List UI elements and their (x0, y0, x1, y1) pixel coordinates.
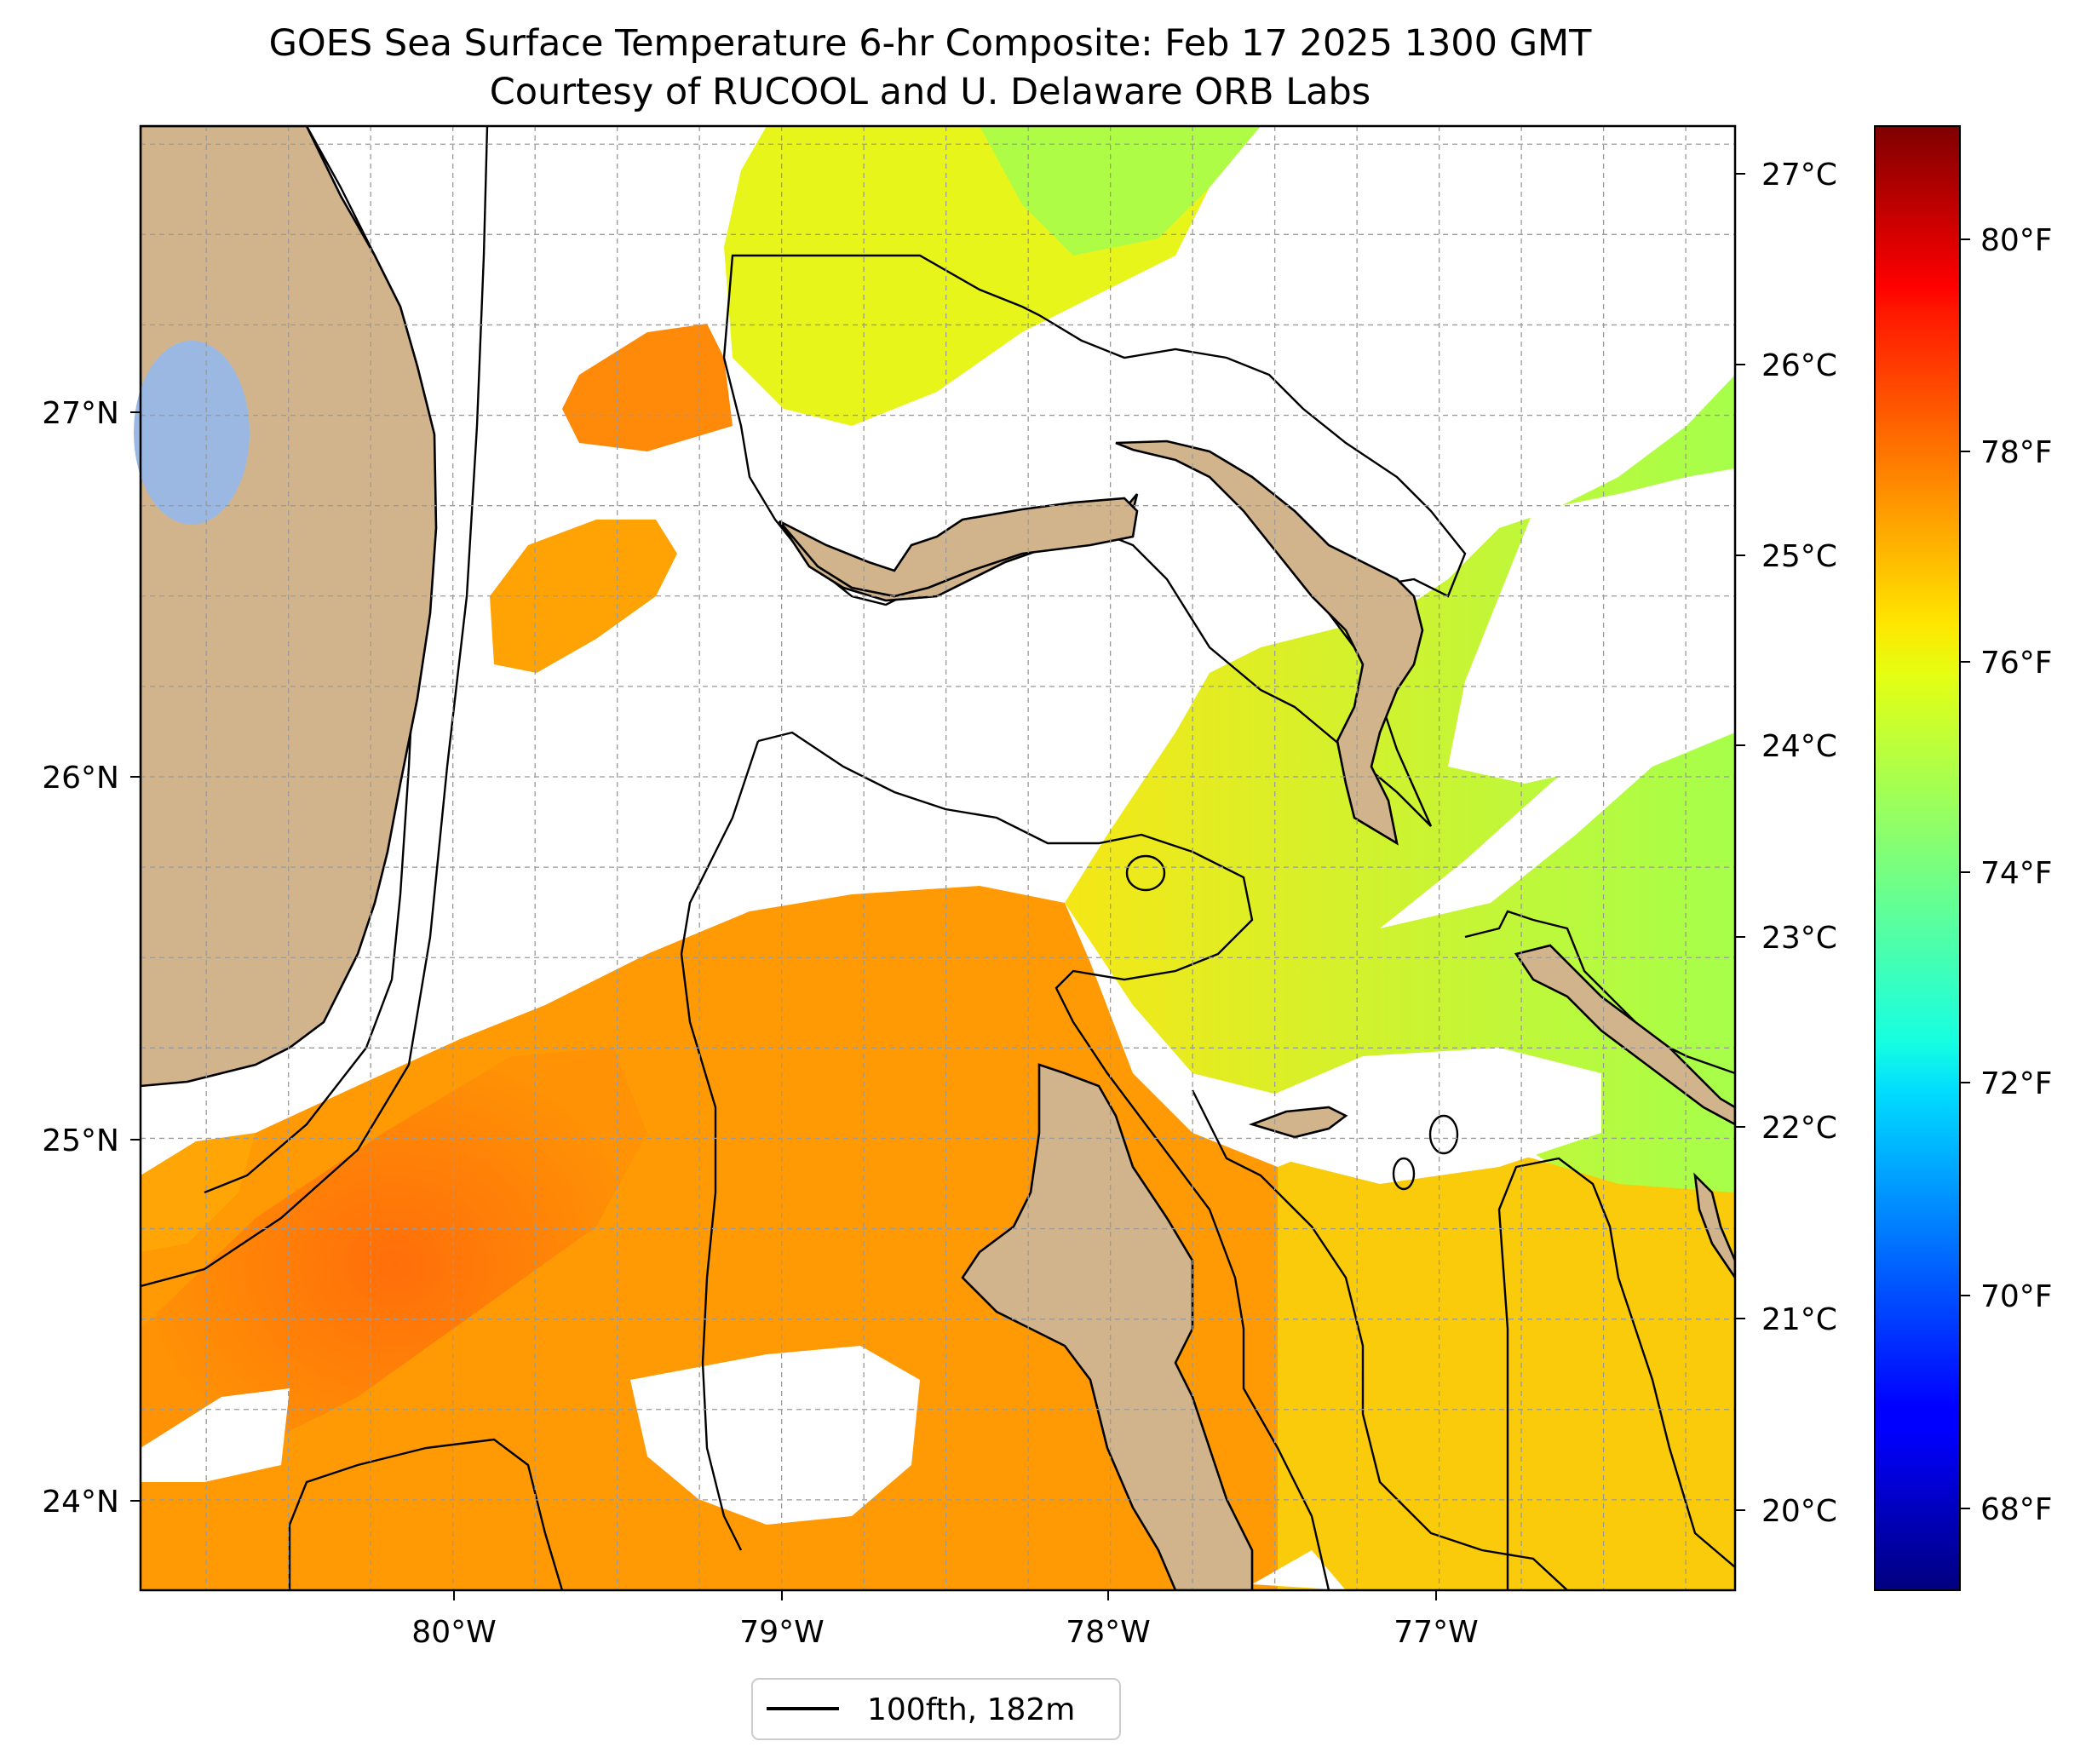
fahrenheit-label-74: 74°F (1980, 856, 2053, 891)
fahrenheit-label-76: 76°F (1980, 646, 2053, 681)
fahrenheit-label-72: 72°F (1980, 1066, 2053, 1101)
map-frame (139, 124, 1737, 1592)
cloud-gap-2 (630, 1346, 920, 1525)
celsius-label-23: 23°C (1761, 921, 1837, 956)
lon-label-79w: 79°W (739, 1615, 824, 1650)
lat-label-27n: 27°N (42, 396, 119, 431)
sst-north-green (980, 126, 1261, 256)
sst-east-south (1278, 1133, 1735, 1590)
sst-sw-bits (141, 1133, 256, 1252)
cloud-gap-6 (1252, 1550, 1346, 1590)
sst-field (141, 126, 1735, 1590)
lon-label-80w: 80°W (411, 1615, 496, 1650)
contour-great-bahama-2 (757, 731, 1330, 1590)
map-axes: 80°W 79°W 78°W 77°W 27°N 26°N 25°N 24°N (42, 396, 1478, 1650)
cloud-gap-3 (1244, 1048, 1601, 1184)
lon-label-78w: 78°W (1066, 1615, 1150, 1650)
contour-south-loop (288, 1438, 564, 1590)
cloud-gap-5 (1448, 468, 1735, 784)
contour-small-cay (1428, 1114, 1459, 1155)
contour-tongue-ocean (1191, 1089, 1568, 1590)
celsius-label-21: 21°C (1761, 1302, 1837, 1337)
celsius-label-26: 26°C (1761, 348, 1837, 383)
map-title-line2: Courtesy of RUCOOL and U. Delaware ORB L… (490, 71, 1371, 113)
land-andros (961, 1063, 1254, 1590)
fahrenheit-label-70: 70°F (1980, 1279, 2053, 1314)
land-grand-bahama-body (779, 497, 1139, 598)
celsius-label-22: 22°C (1761, 1111, 1837, 1146)
map-gridlines (141, 126, 1735, 1590)
celsius-axis: 20°C 21°C 22°C 23°C 24°C 25°C 26°C 27°C (1735, 158, 1837, 1529)
lat-label-24n: 24°N (42, 1485, 119, 1520)
contour-berry (1125, 854, 1166, 892)
map-panel (134, 124, 1737, 1592)
cloud-gap-1 (141, 1388, 290, 1482)
fahrenheit-label-68: 68°F (1980, 1492, 2053, 1527)
fahrenheit-label-80: 80°F (1980, 223, 2053, 258)
fahrenheit-label-78: 78°F (1980, 435, 2053, 470)
sst-orange-patch-1 (562, 324, 733, 451)
land-berry-islands (1248, 1106, 1348, 1139)
land-exuma-cay (1693, 1172, 1735, 1280)
legend: 100fth, 182m (751, 1678, 1121, 1740)
celsius-label-24: 24°C (1761, 729, 1837, 764)
land-eleuthera (1514, 944, 1735, 1126)
map-title-line1: GOES Sea Surface Temperature 6-hr Compos… (269, 22, 1593, 65)
contour-florida-east (141, 126, 489, 1288)
colorbar-gradient (1874, 125, 1961, 1591)
legend-box (751, 1678, 1121, 1740)
colorbar: 68°F 70°F 72°F 74°F 76°F 78°F 80°F (1874, 125, 2053, 1591)
sst-warm-region-south (141, 886, 1278, 1590)
contour-small-cay-2 (1392, 1157, 1416, 1191)
land-abaco (1115, 440, 1424, 846)
lake-okeechobee (134, 341, 250, 525)
lat-label-25n: 25°N (42, 1123, 119, 1158)
celsius-label-27: 27°C (1761, 158, 1837, 192)
celsius-label-25: 25°C (1761, 539, 1837, 574)
celsius-label-20: 20°C (1761, 1494, 1837, 1529)
lon-label-77w: 77°W (1394, 1615, 1478, 1650)
legend-label: 100fth, 182m (867, 1692, 1075, 1727)
contour-exuma (1497, 1157, 1735, 1590)
lat-label-26n: 26°N (42, 761, 119, 796)
sst-warm-core (141, 1048, 647, 1482)
contour-great-bahama (680, 740, 760, 1551)
